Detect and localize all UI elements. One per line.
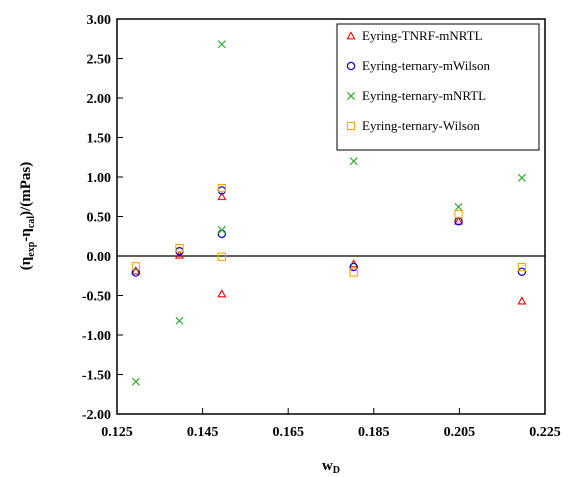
data-point-circle	[517, 267, 527, 276]
x-axis: 0.125 0.145 0.165 0.185 0.205 0.225	[101, 408, 561, 440]
data-point-triangle	[217, 289, 227, 298]
legend-label: Eyring-ternary-mNRTL	[362, 88, 486, 103]
legend: Eyring-TNRF-mNRTL Eyring-ternary-mWilson E…	[336, 23, 540, 151]
legend-marker-x	[346, 91, 356, 101]
y-tick-label: 1.50	[87, 132, 112, 147]
y-axis-title-part1: (η	[18, 257, 34, 271]
legend-marker-circle	[346, 61, 356, 71]
data-point-square	[217, 252, 227, 261]
y-axis-title: (ηexp-ηcal)/(mPas)	[18, 162, 37, 270]
data-point-square	[517, 262, 527, 272]
x-tick-label: 0.205	[444, 425, 476, 440]
data-point-square	[454, 209, 463, 219]
y-tick-label: -2.00	[82, 408, 111, 423]
x-tick-label: 0.165	[272, 425, 304, 440]
y-axis-title-sub1: exp	[26, 241, 37, 256]
x-axis-title: wD	[322, 458, 340, 476]
data-point-square	[349, 268, 358, 277]
y-axis-title-part3: )/(mPas)	[18, 162, 34, 216]
x-tick-label: 0.125	[101, 425, 133, 440]
y-tick-label: 0.00	[87, 250, 112, 265]
y-tick-label: 1.00	[87, 171, 112, 186]
y-tick-label: 2.50	[87, 53, 112, 68]
legend-label: Eyring-ternary-mWilson	[362, 58, 490, 73]
legend-marker-triangle	[346, 31, 356, 40]
data-markers	[131, 40, 527, 386]
y-axis-title-sub2: cal	[26, 216, 37, 228]
data-point-circle	[349, 262, 358, 272]
x-axis-title-main: w	[322, 458, 333, 474]
data-point-square	[131, 262, 140, 271]
x-tick-label: 0.145	[187, 425, 219, 440]
data-point-triangle	[131, 266, 141, 275]
x-tick-label: 0.185	[358, 425, 390, 440]
data-point-triangle	[217, 192, 227, 201]
data-point-x	[175, 316, 184, 325]
y-tick-label: 2.00	[87, 92, 112, 107]
y-axis-title-part2: -η	[18, 228, 34, 242]
y-tick-label: -1.00	[82, 329, 111, 344]
y-tick-label: 0.50	[87, 211, 112, 226]
x-tick-label: 0.225	[529, 425, 561, 440]
data-point-square	[175, 243, 184, 253]
data-point-x	[349, 157, 358, 166]
y-tick-label: -1.50	[82, 369, 111, 384]
y-tick-label: -0.50	[82, 290, 111, 305]
y-axis: -2.00 -1.50 -1.00 -0.50 0.00 0.50 1.00 1.50 2.00…	[82, 13, 123, 423]
data-point-x	[131, 377, 140, 386]
legend-label: Eyring-ternary-Wilson	[362, 118, 480, 133]
legend-marker-square	[346, 121, 356, 131]
data-point-x	[217, 40, 226, 49]
legend-box	[336, 23, 540, 151]
data-point-triangle	[517, 296, 527, 305]
data-point-triangle	[454, 216, 464, 225]
y-tick-label: 3.00	[87, 13, 112, 28]
data-point-x	[454, 202, 463, 212]
data-point-x	[217, 225, 226, 234]
data-point-x	[517, 173, 526, 182]
x-axis-title-subscript: D	[333, 465, 340, 476]
data-point-square	[217, 183, 227, 193]
legend-label: Eyring-TNRF-mNRTL	[362, 28, 483, 43]
data-point-circle	[131, 268, 141, 277]
